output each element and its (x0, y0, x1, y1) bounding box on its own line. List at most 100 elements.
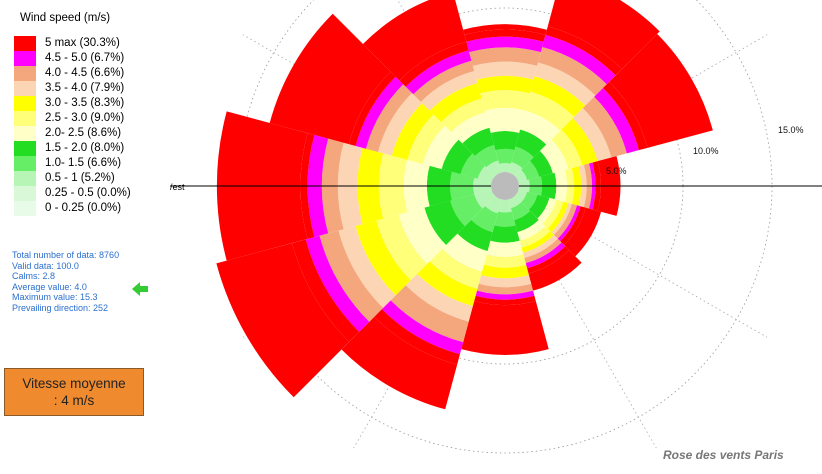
sector-band (551, 129, 583, 170)
sector-band (475, 290, 535, 300)
sector-band (517, 219, 546, 241)
legend-swatch (14, 51, 36, 66)
sector-band (429, 83, 482, 122)
sector-band (560, 206, 586, 245)
sector-band (478, 275, 532, 288)
sector-band (381, 300, 464, 355)
sector-band (462, 127, 495, 156)
west-axis-label: /est (170, 182, 185, 192)
legend-swatch (14, 111, 36, 126)
stat-prevailing: Prevailing direction: 252 (12, 302, 109, 313)
legend-label: 2.0- 2.5 (8.6%) (45, 127, 122, 139)
wind-sectors (216, 0, 713, 410)
legend-swatch (14, 66, 36, 81)
sector-band (466, 36, 544, 53)
ring-label-15: 15.0% (778, 125, 804, 135)
sector-band (553, 203, 577, 239)
sector-band (494, 211, 516, 227)
legend-swatch (14, 96, 36, 111)
average-box-line1: Vitesse moyenne (22, 376, 126, 391)
left-arrow-icon (132, 282, 148, 296)
wind-sector (514, 189, 602, 257)
ring-label-5: 5.0% (606, 166, 627, 176)
sector-band (514, 169, 528, 183)
sector-band (498, 199, 512, 213)
sector-band (422, 125, 459, 170)
sector-band (348, 71, 396, 146)
legend-label: 0.25 - 0.5 (0.0%) (45, 187, 131, 199)
sector-band (582, 96, 627, 158)
sector-band (477, 166, 496, 183)
sector-band (483, 254, 527, 268)
sector-band (365, 84, 413, 152)
sector-band (476, 283, 534, 295)
legend-label: 4.0 - 4.5 (6.6%) (45, 67, 125, 79)
sector-band (530, 76, 586, 117)
sector-band (481, 264, 529, 279)
sector-band (480, 90, 530, 111)
sector-band (542, 199, 564, 229)
sector-band (485, 195, 502, 214)
sector-band (417, 261, 478, 307)
wind-sector (269, 13, 496, 183)
sector-band (374, 309, 460, 365)
sector-band (486, 240, 524, 257)
legend-swatch (14, 186, 36, 201)
sector-band (405, 273, 473, 322)
legend-swatch (14, 126, 36, 141)
sector-band (216, 243, 350, 398)
sector-band (413, 60, 475, 102)
sector-band (461, 300, 549, 355)
sector-band (551, 202, 572, 235)
sector-band (338, 226, 396, 308)
sector-band (521, 231, 554, 253)
sector-band (472, 61, 538, 80)
sector-band (442, 233, 488, 272)
sector-band (525, 91, 575, 131)
wind-sector (514, 33, 713, 183)
sector-band (527, 246, 570, 274)
sector-band (545, 26, 622, 76)
sector-band (508, 162, 523, 177)
stat-average: Average value: 4.0 (12, 281, 87, 292)
sector-band (305, 235, 370, 332)
sector-band (399, 41, 469, 87)
legend-label: 3.0 - 3.5 (8.3%) (45, 97, 125, 109)
legend-label: 5 max (30.3%) (45, 37, 120, 49)
sector-band (378, 93, 423, 156)
average-box-line2: : 4 m/s (53, 393, 95, 408)
sector-band (319, 230, 384, 322)
sector-band (407, 114, 445, 164)
stats-panel: Total number of data: 8760 Valid data: 1… (12, 250, 119, 313)
sector-band (515, 129, 547, 158)
sector-band (525, 242, 566, 269)
sector-band (376, 214, 428, 281)
wind-sector (341, 195, 502, 410)
sector-band (540, 139, 569, 174)
sector-band (457, 219, 493, 252)
sector-band (390, 285, 469, 343)
sector-band (362, 0, 467, 81)
wind-sector (508, 0, 660, 177)
sector-band (519, 226, 551, 248)
sector-band (609, 33, 713, 148)
wind-sector (508, 195, 582, 291)
legend-swatch (14, 171, 36, 186)
sector-band (460, 153, 486, 179)
sector-band (524, 238, 562, 264)
sector-band (451, 112, 490, 144)
stat-valid: Valid data: 100.0 (12, 260, 79, 271)
legend-label: 1.0- 1.5 (6.6%) (45, 157, 122, 169)
wind-sector (362, 0, 502, 177)
sector-band (514, 211, 539, 233)
legend-title: Wind speed (m/s) (20, 12, 111, 24)
stat-total: Total number of data: 8760 (12, 250, 120, 260)
sector-band (514, 189, 528, 203)
sector-band (440, 98, 486, 133)
sector-band (450, 194, 483, 227)
sector-band (391, 103, 434, 160)
legend-label: 0.5 - 1 (5.2%) (45, 172, 115, 184)
legend-swatch (14, 201, 36, 216)
sector-band (476, 75, 534, 94)
